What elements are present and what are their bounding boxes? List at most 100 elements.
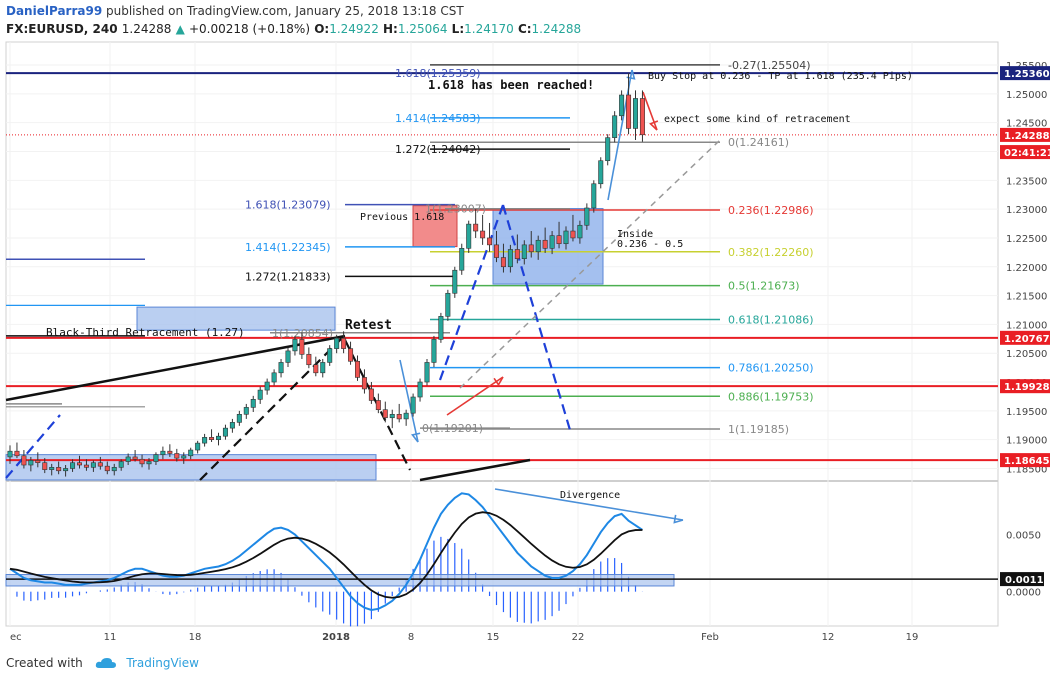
candle-body: [77, 462, 83, 466]
candle-body: [14, 450, 20, 457]
author-name[interactable]: DanielParra99: [6, 4, 103, 18]
resistance-zone-box: [136, 306, 336, 331]
candle-body: [514, 249, 520, 259]
candle-body: [619, 94, 625, 117]
price-tick-label: 1.19500: [1006, 407, 1047, 418]
price-axis[interactable]: 1.255001.250001.245001.240001.235001.230…: [1000, 61, 1054, 599]
time-tick-label: Feb: [701, 632, 719, 643]
fib-levels: -0.27(1.25504) 0(1.24161) 0.236(1.22986) 0.…: [245, 59, 814, 436]
candle-body: [278, 362, 284, 374]
rally-arrow: [607, 69, 633, 201]
candle-body: [535, 239, 541, 253]
candle-body: [396, 413, 402, 420]
bounce-arrow-head: [493, 376, 504, 387]
macd-tick-label: 0.0050: [1006, 530, 1041, 541]
candle-body: [438, 316, 444, 340]
candle-body: [236, 413, 242, 423]
candle-body: [493, 244, 499, 258]
candle-body: [612, 115, 618, 138]
price-badge-label: 02:41:21: [1004, 148, 1054, 159]
candle-body: [202, 437, 208, 444]
dashed-channel-line: [459, 139, 721, 389]
candle-body: [445, 292, 451, 317]
candle-body: [292, 339, 298, 352]
candle-body: [334, 337, 340, 349]
candle-body: [306, 354, 312, 366]
candle-body: [229, 422, 235, 429]
fib-extension-label: 1(1.20854): [272, 327, 333, 340]
price-tick-label: 1.23500: [1006, 176, 1047, 187]
candle-body: [222, 427, 228, 437]
price-badge: [1000, 145, 1050, 160]
candle-body: [320, 362, 326, 374]
inside-range-note: 0.236 - 0.5: [617, 239, 683, 250]
open-value: 1.24922: [329, 22, 379, 36]
candle-body: [577, 224, 583, 239]
fib-retracement-label: 0.618(1.21086): [728, 313, 814, 326]
candle-body: [424, 362, 430, 383]
candle-body: [556, 235, 562, 245]
fib-extension-label: 1.272(1.24042): [395, 143, 481, 156]
candle-body: [271, 372, 277, 383]
candle-body: [466, 223, 472, 249]
macd-tick-label: 0.0000: [1006, 588, 1041, 599]
candle-body: [500, 257, 506, 268]
candle-body: [63, 468, 69, 472]
previous-target-box: [412, 205, 458, 248]
dashed-trend-line: [501, 204, 572, 431]
fib-retracement-label: 0.236(1.22986): [728, 204, 814, 217]
dashed-trend-line: [199, 334, 346, 481]
price-badge: [1000, 66, 1050, 81]
candle-body: [216, 435, 222, 440]
black-third-note: Black-Third Retracement (1.27): [46, 326, 245, 339]
candle-body: [125, 456, 131, 462]
candle-body: [28, 460, 34, 466]
candle-body: [49, 467, 55, 470]
price-tick-label: 1.22000: [1006, 263, 1047, 274]
price-change: +0.00218 (+0.18%): [188, 22, 311, 36]
time-tick-label: ec: [10, 632, 22, 643]
candle-body: [83, 464, 89, 468]
retracement-arrow-head: [649, 120, 659, 131]
candle-body: [104, 465, 110, 472]
candle-body: [299, 339, 305, 355]
time-axis[interactable]: ec 11 18 2018 8 15 22 Feb 12 19: [10, 632, 918, 643]
price-tick-label: 1.19000: [1006, 436, 1047, 447]
fib-extension-label: 1.414(1.24583): [395, 112, 481, 125]
candle-body: [42, 462, 48, 470]
candle-body: [382, 409, 388, 419]
candle-body: [167, 450, 173, 454]
last-price: 1.24288: [121, 22, 172, 36]
candle-body: [327, 348, 333, 363]
grid: [5, 41, 999, 627]
fib-retracement-label: 1(1.19185): [728, 423, 789, 436]
inside-note: Inside: [617, 229, 653, 240]
bounce-arrow: [446, 376, 504, 416]
candle-body: [528, 244, 534, 253]
footer: Created with TradingView: [6, 656, 199, 670]
candle-body: [97, 462, 103, 467]
macd-pane: [5, 492, 998, 627]
candle-body: [188, 449, 194, 457]
candle-body: [243, 407, 249, 415]
candle-body: [417, 381, 423, 398]
fib-retracement-label: 0.382(1.22260): [728, 246, 814, 259]
tradingview-brand[interactable]: TradingView: [126, 656, 199, 670]
created-with-label: Created with: [6, 656, 83, 670]
fib-extension-label: 1.618(1.25359): [395, 67, 481, 80]
candle-body: [598, 160, 604, 185]
price-badge-label: 1.18645: [1004, 456, 1050, 467]
candle-body: [459, 248, 465, 271]
candle-body: [285, 350, 291, 363]
publish-info: published on TradingView.com, January 25…: [106, 4, 464, 18]
fib-extension-label: 1.618(1.23079): [245, 199, 331, 212]
candle-body: [160, 450, 166, 455]
macd-line: [9, 492, 643, 612]
time-tick-label: 2018: [322, 632, 350, 643]
price-tick-label: 1.21500: [1006, 292, 1047, 303]
candle-body: [452, 269, 458, 294]
candle-body: [480, 230, 486, 239]
candle-body: [153, 454, 159, 462]
candle-body: [7, 450, 13, 458]
